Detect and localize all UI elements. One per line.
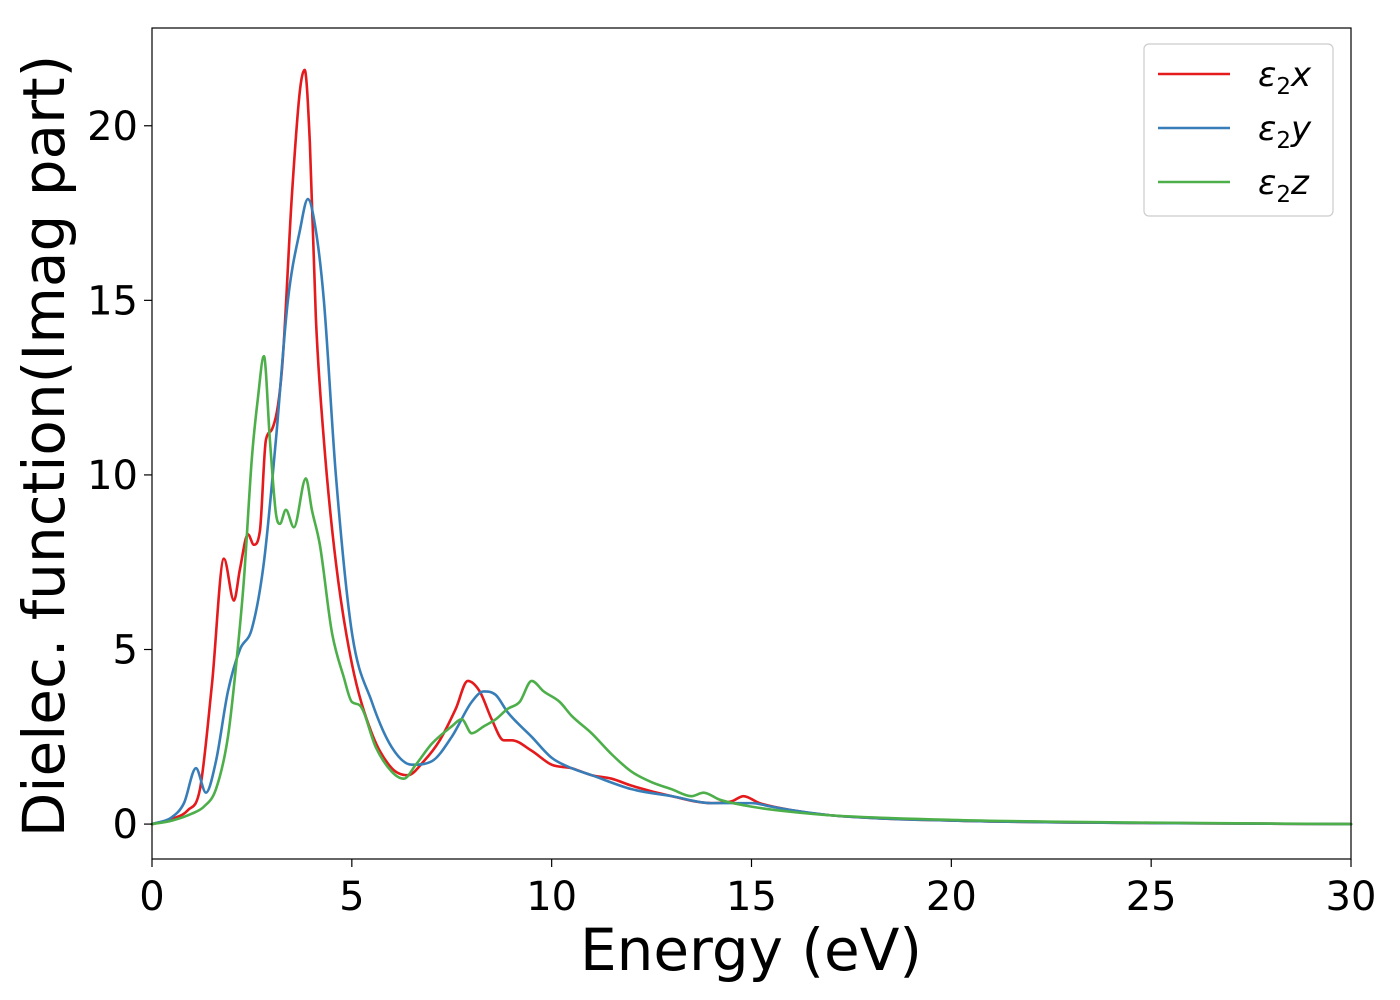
x-axis-ticks: 0 5 10 15 20 25 30 [139,859,1376,920]
legend-label-x: ε2x [1258,55,1312,100]
x-tick-label: 15 [726,874,777,920]
series-line-z [150,354,1353,826]
y-tick-label: 15 [87,278,138,324]
y-tick-label: 20 [87,104,138,150]
y-tick-label: 10 [87,453,138,499]
series-lines [150,68,1353,826]
legend-frame [1143,43,1334,217]
x-tick-label: 0 [139,874,164,920]
y-axis-ticks: 0 5 10 15 20 [87,104,152,848]
y-tick-label: 0 [113,802,138,848]
x-tick-label: 10 [526,874,577,920]
x-axis-title: Energy (eV) [580,916,922,984]
legend: ε2x ε2y ε2z [1143,43,1334,217]
legend-label-y: ε2y [1258,109,1312,154]
x-tick-label: 20 [926,874,977,920]
x-tick-label: 30 [1326,874,1377,920]
y-tick-label: 5 [113,628,138,674]
series-line-y [150,197,1353,826]
x-tick-label: 5 [339,874,364,920]
legend-label-z: ε2z [1258,163,1310,208]
y-axis-title: Dielec. function(Imag part) [10,55,78,838]
x-tick-label: 25 [1126,874,1177,920]
